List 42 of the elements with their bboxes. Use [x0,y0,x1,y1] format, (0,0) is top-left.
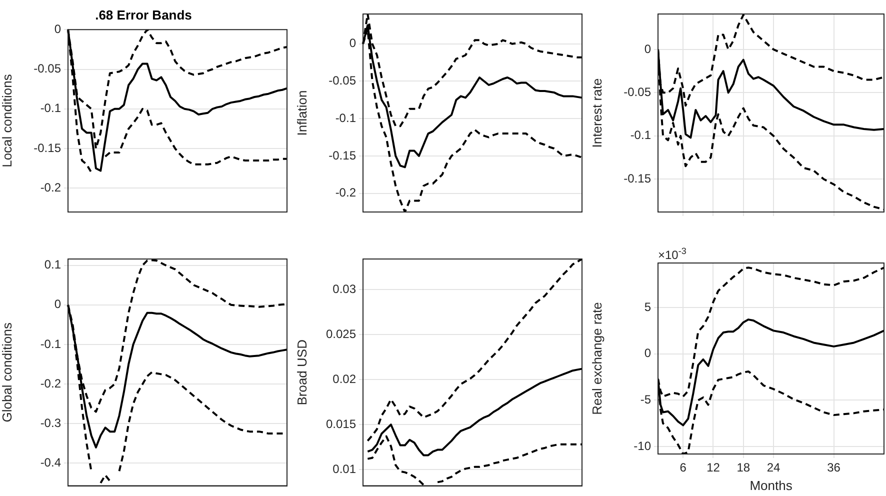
y-tick-label: -10 [634,438,652,453]
y-tick-label: -0.1 [40,336,62,351]
y-tick-label: 0 [644,346,652,360]
y-tick-label: 5 [644,300,652,314]
y-tick-label: -0.2 [40,180,62,195]
y-tick-label: -0.2 [40,376,62,390]
y-axis-title: Local conditions [0,74,14,168]
y-tick-label: -0.2 [335,186,356,200]
y-tick-label: -0.15 [328,148,356,162]
chart-title: .68 Error Bands [95,7,192,22]
x-axis-title: Months [750,478,793,493]
y-tick-label: 0.02 [332,372,356,386]
y-tick-label: 0.03 [332,282,356,296]
y-axis-title: Inflation [294,90,310,136]
y-tick-label: -5 [640,392,652,407]
y-tick-label: 0.1 [44,258,62,272]
x-tick-label: 6 [680,460,687,475]
y-tick-label: -0.1 [335,110,356,125]
y-tick-label: -0.3 [40,416,62,430]
y-tick-label: -0.1 [630,128,652,142]
y-tick-label: -0.15 [624,171,652,186]
x-tick-label: 24 [766,460,781,475]
y-tick-label: -0.05 [34,62,62,76]
y-axis-title: Interest rate [589,78,604,148]
x-tick-label: 36 [827,460,841,475]
y-tick-label: -0.1 [40,101,62,116]
y-tick-label: 0.025 [326,326,356,341]
x-tick-label: 12 [706,460,720,475]
y-tick-label: -0.05 [328,74,356,88]
y-tick-label: 0 [54,22,62,36]
y-tick-label: 0 [349,36,356,50]
y-tick-label: -0.4 [40,456,62,470]
y-tick-label: 0 [644,42,652,56]
y-tick-label: 0.015 [326,416,356,431]
y-tick-label: 0.01 [332,462,356,476]
y-tick-label: -0.05 [624,84,652,99]
x-tick-label: 18 [736,460,750,475]
y-tick-label: -0.15 [34,140,62,155]
y-tick-label: 0 [54,297,62,312]
y-axis-title: Broad USD [294,340,310,406]
y-axis-title: Real exchange rate [589,302,604,415]
y-axis-title: Global conditions [0,322,14,422]
